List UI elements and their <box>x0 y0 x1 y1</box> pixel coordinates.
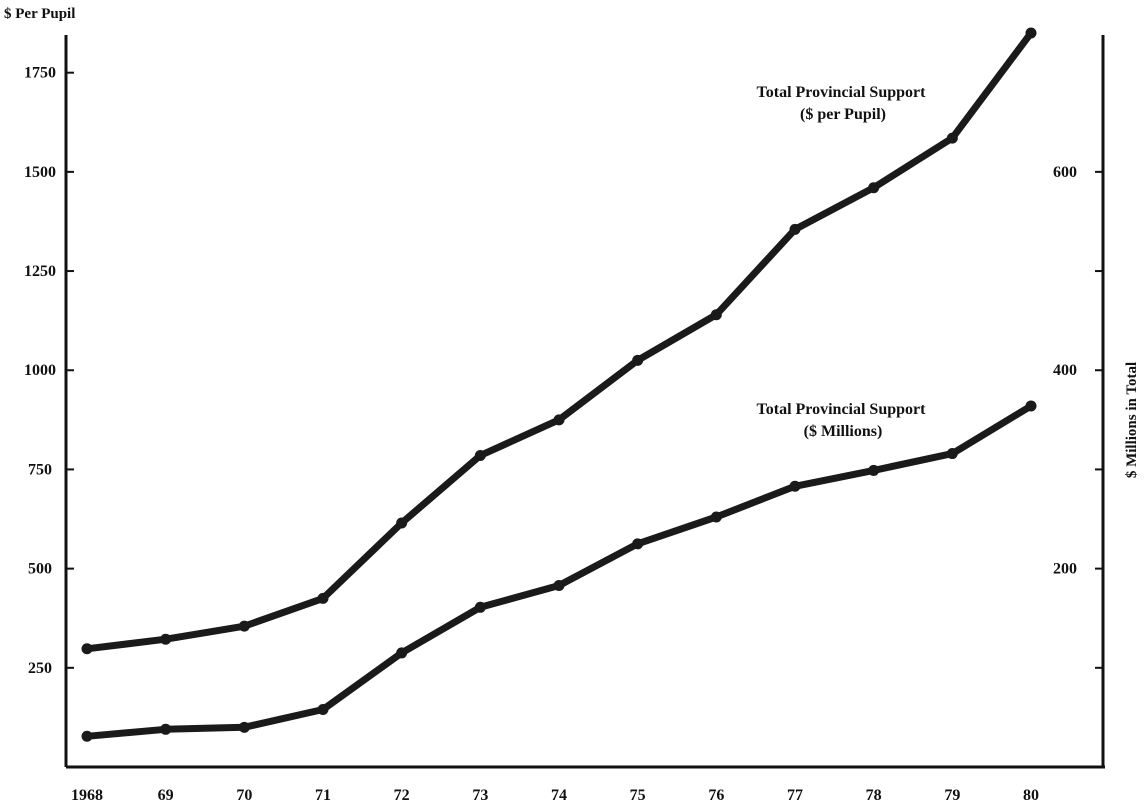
x-tick-label: 70 <box>236 787 252 804</box>
series-line-millions <box>83 402 1035 740</box>
left-tick-label: 1750 <box>24 65 56 82</box>
data-point <box>632 354 644 366</box>
data-point <box>396 647 408 659</box>
data-point <box>1025 400 1037 412</box>
left-axis-ticks: 250 500 750 1000 1250 1500 1750 <box>24 65 74 677</box>
x-tick-label: 75 <box>630 787 646 804</box>
data-point <box>946 132 958 144</box>
x-tick-label: 73 <box>472 787 488 804</box>
data-point <box>317 703 329 715</box>
series-annotation-millions: Total Provincial Support ($ Millions) <box>757 401 930 440</box>
data-point <box>238 721 250 733</box>
x-tick-label: 69 <box>158 787 174 804</box>
left-tick-label: 1250 <box>24 263 56 280</box>
left-tick-label: 500 <box>28 561 52 578</box>
x-tick-label: 71 <box>315 787 331 804</box>
series-annotation-per-pupil: Total Provincial Support ($ per Pupil) <box>757 84 930 123</box>
data-point <box>553 414 565 426</box>
x-tick-label: 77 <box>787 787 803 804</box>
data-point <box>81 643 93 655</box>
x-tick-label: 78 <box>866 787 882 804</box>
x-axis-ticks: 1968 69 70 71 72 73 74 75 76 77 78 79 80 <box>71 787 1039 804</box>
data-point <box>317 592 329 604</box>
annotation-per-pupil-line-1: Total Provincial Support <box>757 84 927 101</box>
data-point <box>81 730 93 742</box>
right-tick-label: 200 <box>1053 561 1077 578</box>
left-tick-label: 1000 <box>24 362 56 379</box>
left-tick-label: 250 <box>28 660 52 677</box>
left-axis-label: $ Per Pupil <box>4 6 75 22</box>
right-tick-label: 400 <box>1053 362 1077 379</box>
x-tick-label: 72 <box>394 787 410 804</box>
data-point <box>946 448 958 460</box>
data-point <box>789 480 801 492</box>
data-point <box>868 464 880 476</box>
data-point <box>396 517 408 529</box>
right-axis-ticks: 200 400 600 <box>1053 164 1103 669</box>
data-point <box>710 511 722 523</box>
data-point <box>238 620 250 632</box>
data-point <box>474 450 486 462</box>
x-tick-label: 80 <box>1023 787 1039 804</box>
left-tick-label: 750 <box>28 461 52 478</box>
data-point <box>789 223 801 235</box>
data-point <box>632 538 644 550</box>
series-layer <box>81 27 1037 742</box>
x-tick-label: 74 <box>551 787 567 804</box>
right-tick-label: 600 <box>1053 164 1077 181</box>
data-point <box>710 309 722 321</box>
data-point <box>474 601 486 613</box>
x-tick-label: 76 <box>708 787 724 804</box>
data-point <box>160 723 172 735</box>
annotation-per-pupil-line-2: ($ per Pupil) <box>800 106 886 123</box>
annotation-millions-line-2: ($ Millions) <box>804 423 883 440</box>
data-point <box>868 182 880 194</box>
left-tick-label: 1500 <box>24 164 56 181</box>
data-point <box>1025 27 1037 39</box>
right-axis-label: $ Millions in Total <box>1124 362 1140 478</box>
x-tick-label: 79 <box>944 787 960 804</box>
data-point <box>553 579 565 591</box>
annotation-millions-line-1: Total Provincial Support <box>757 401 927 418</box>
data-point <box>160 633 172 645</box>
x-tick-label: 1968 <box>71 787 103 804</box>
series-line-per-pupil <box>83 29 1035 653</box>
